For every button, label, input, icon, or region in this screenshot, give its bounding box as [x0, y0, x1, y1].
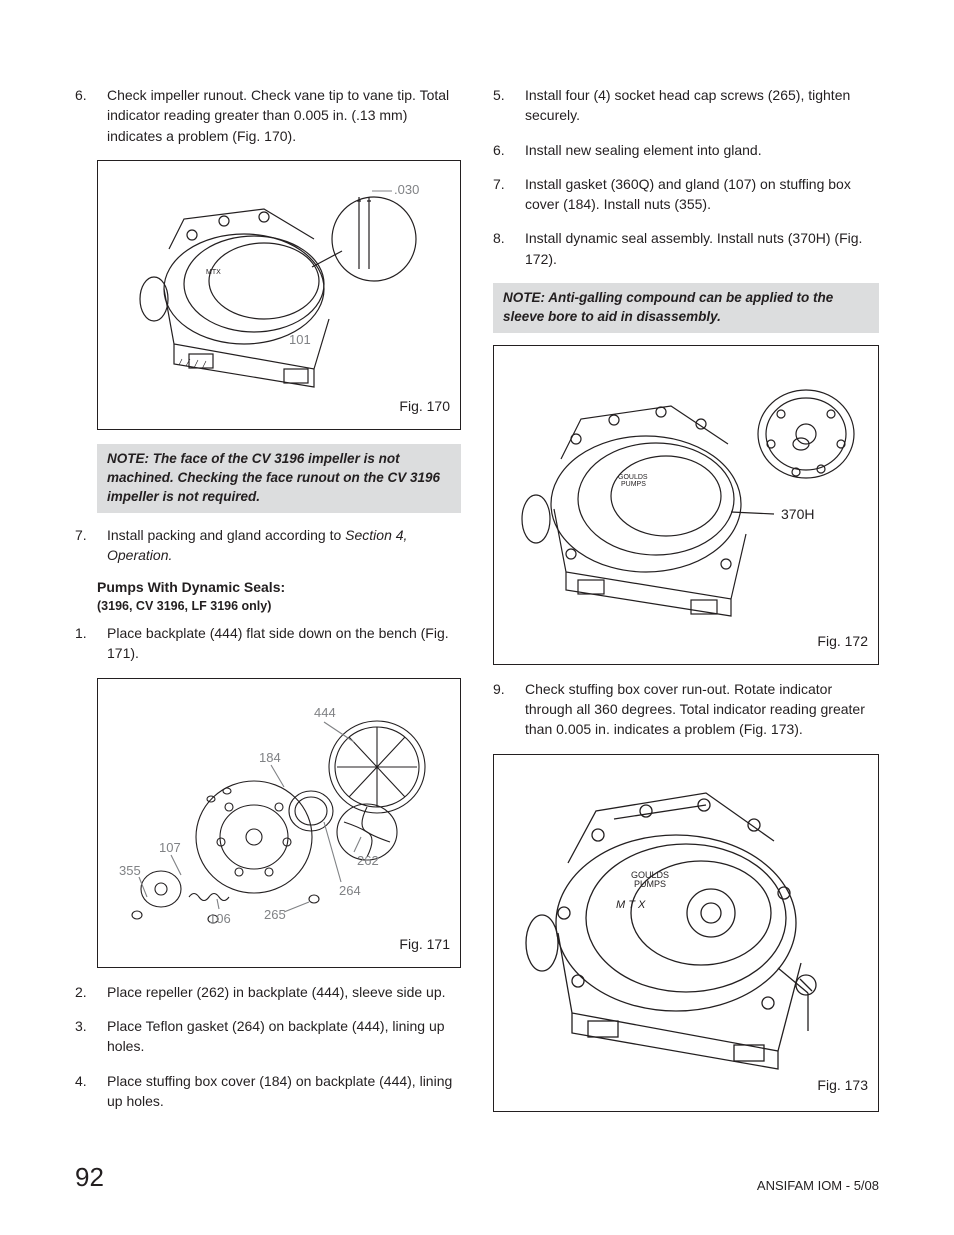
step-6: 6. Check impeller runout. Check vane tip…: [75, 85, 461, 146]
step-r8: 8. Install dynamic seal assembly. Instal…: [493, 228, 879, 269]
figure-171-svg: 444 184 107 355 106 265 264 262: [109, 687, 449, 932]
step-number: 8.: [493, 228, 511, 269]
step-7: 7. Install packing and gland according t…: [75, 525, 461, 566]
svg-text:M T X: M T X: [616, 899, 646, 911]
step-text: Install four (4) socket head cap screws …: [525, 85, 879, 126]
step-number: 7.: [75, 525, 93, 566]
figure-171: 444 184 107 355 106 265 264 262 Fig. 171: [97, 678, 461, 968]
figure-172: 370H GOULDS PUMPS Fig. 172: [493, 345, 879, 665]
svg-text:184: 184: [259, 750, 281, 765]
svg-text:265: 265: [264, 907, 286, 922]
step-d2: 2. Place repeller (262) in backplate (44…: [75, 982, 461, 1002]
svg-text:101: 101: [289, 332, 311, 347]
step-number: 5.: [493, 85, 511, 126]
svg-text:107: 107: [159, 840, 181, 855]
step-text: Check stuffing box cover run-out. Rotate…: [525, 679, 879, 740]
note-antigalling: NOTE: Anti-galling compound can be appli…: [493, 283, 879, 333]
figure-171-caption: Fig. 171: [108, 936, 450, 952]
step-d1: 1. Place backplate (444) flat side down …: [75, 623, 461, 664]
figure-172-caption: Fig. 172: [504, 633, 868, 649]
step-number: 4.: [75, 1071, 93, 1112]
pumps-dynamic-seals-sub: (3196, CV 3196, LF 3196 only): [97, 599, 461, 613]
step-d4: 4. Place stuffing box cover (184) on bac…: [75, 1071, 461, 1112]
step-number: 6.: [493, 140, 511, 160]
step-r5: 5. Install four (4) socket head cap scre…: [493, 85, 879, 126]
svg-text:PUMPS: PUMPS: [634, 879, 666, 889]
step-number: 7.: [493, 174, 511, 215]
pumps-dynamic-seals-heading: Pumps With Dynamic Seals:: [97, 579, 461, 595]
svg-text:444: 444: [314, 705, 336, 720]
step-text: Install new sealing element into gland.: [525, 140, 879, 160]
step-text: Place backplate (444) flat side down on …: [107, 623, 461, 664]
figure-170-svg: .030 101 MTX: [114, 169, 444, 394]
step-number: 3.: [75, 1016, 93, 1057]
step-text: Install dynamic seal assembly. Install n…: [525, 228, 879, 269]
svg-text:262: 262: [357, 853, 379, 868]
page-number: 92: [75, 1162, 104, 1193]
step-number: 1.: [75, 623, 93, 664]
right-column: 5. Install four (4) socket head cap scre…: [493, 85, 879, 1126]
step-d3: 3. Place Teflon gasket (264) on backplat…: [75, 1016, 461, 1057]
svg-text:106: 106: [209, 911, 231, 926]
step-number: 9.: [493, 679, 511, 740]
svg-text:264: 264: [339, 883, 361, 898]
step-r7: 7. Install gasket (360Q) and gland (107)…: [493, 174, 879, 215]
figure-173-caption: Fig. 173: [504, 1077, 868, 1093]
step-text: Install packing and gland according to S…: [107, 525, 461, 566]
figure-170: .030 101 MTX Fig. 170: [97, 160, 461, 430]
figure-173: GOULDS PUMPS M T X Fig. 173: [493, 754, 879, 1112]
svg-text:.030: .030: [394, 182, 419, 197]
document-id: ANSIFAM IOM - 5/08: [757, 1178, 879, 1193]
step-r9: 9. Check stuffing box cover run-out. Rot…: [493, 679, 879, 740]
step-text: Place stuffing box cover (184) on backpl…: [107, 1071, 461, 1112]
svg-text:MTX: MTX: [206, 269, 221, 276]
step-text: Install gasket (360Q) and gland (107) on…: [525, 174, 879, 215]
svg-text:GOULDS: GOULDS: [618, 474, 648, 481]
svg-text:PUMPS: PUMPS: [621, 481, 646, 488]
figure-172-svg: 370H GOULDS PUMPS: [506, 354, 866, 629]
left-column: 6. Check impeller runout. Check vane tip…: [75, 85, 461, 1126]
figure-170-caption: Fig. 170: [108, 398, 450, 414]
svg-text:370H: 370H: [781, 506, 814, 522]
step-number: 6.: [75, 85, 93, 146]
step-text: Check impeller runout. Check vane tip to…: [107, 85, 461, 146]
step-text: Place Teflon gasket (264) on backplate (…: [107, 1016, 461, 1057]
step-r6: 6. Install new sealing element into glan…: [493, 140, 879, 160]
page-footer: 92 ANSIFAM IOM - 5/08: [75, 1162, 879, 1193]
step-text: Place repeller (262) in backplate (444),…: [107, 982, 461, 1002]
svg-text:355: 355: [119, 863, 141, 878]
step-number: 2.: [75, 982, 93, 1002]
note-cv3196: NOTE: The face of the CV 3196 impeller i…: [97, 444, 461, 513]
figure-173-svg: GOULDS PUMPS M T X: [506, 763, 866, 1073]
